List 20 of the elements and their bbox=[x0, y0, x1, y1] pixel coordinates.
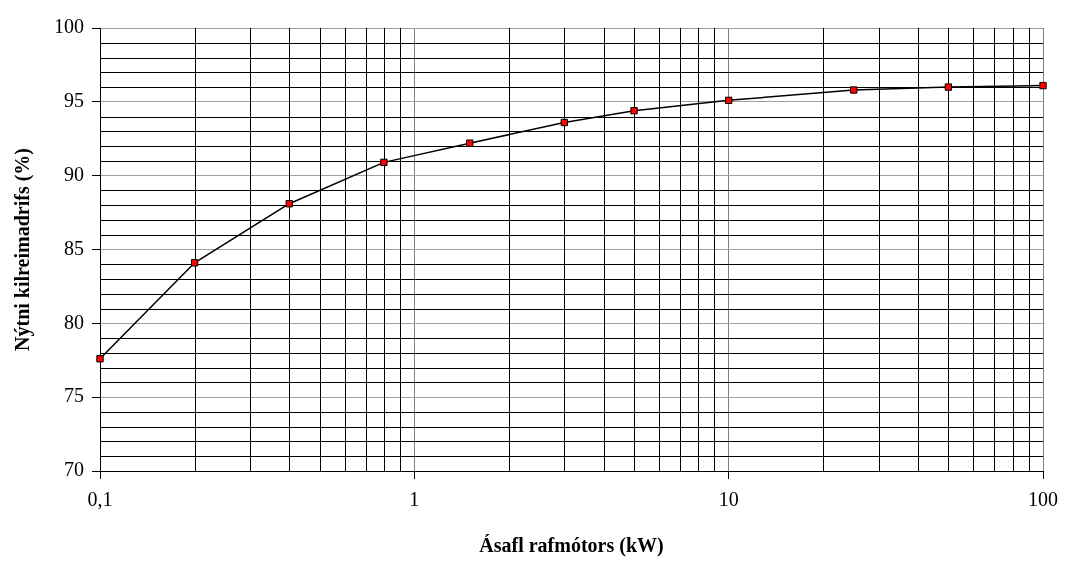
x-tick-label: 0,1 bbox=[87, 488, 113, 511]
x-tick-label: 10 bbox=[718, 488, 739, 511]
x-tick-label: 1 bbox=[409, 488, 420, 511]
y-tick-label: 75 bbox=[64, 384, 84, 407]
point bbox=[96, 355, 104, 363]
y-tick-label: 80 bbox=[64, 310, 84, 333]
point bbox=[944, 83, 953, 91]
y-tick-label: 100 bbox=[54, 15, 84, 38]
y-tick-label: 70 bbox=[64, 458, 84, 481]
point bbox=[285, 200, 293, 208]
point bbox=[380, 158, 388, 167]
x-axis-title: Ásafl rafmótors (kW) bbox=[479, 534, 664, 558]
y-tick-label: 90 bbox=[64, 162, 84, 185]
point bbox=[850, 86, 858, 94]
point bbox=[1039, 81, 1047, 90]
point bbox=[190, 259, 199, 267]
y-tick-label: 95 bbox=[64, 89, 84, 112]
x-tick-label: 100 bbox=[1028, 488, 1058, 511]
y-axis-title: Nýtni kilreimadrifs (%) bbox=[11, 148, 35, 351]
y-tick-label: 85 bbox=[64, 236, 84, 259]
